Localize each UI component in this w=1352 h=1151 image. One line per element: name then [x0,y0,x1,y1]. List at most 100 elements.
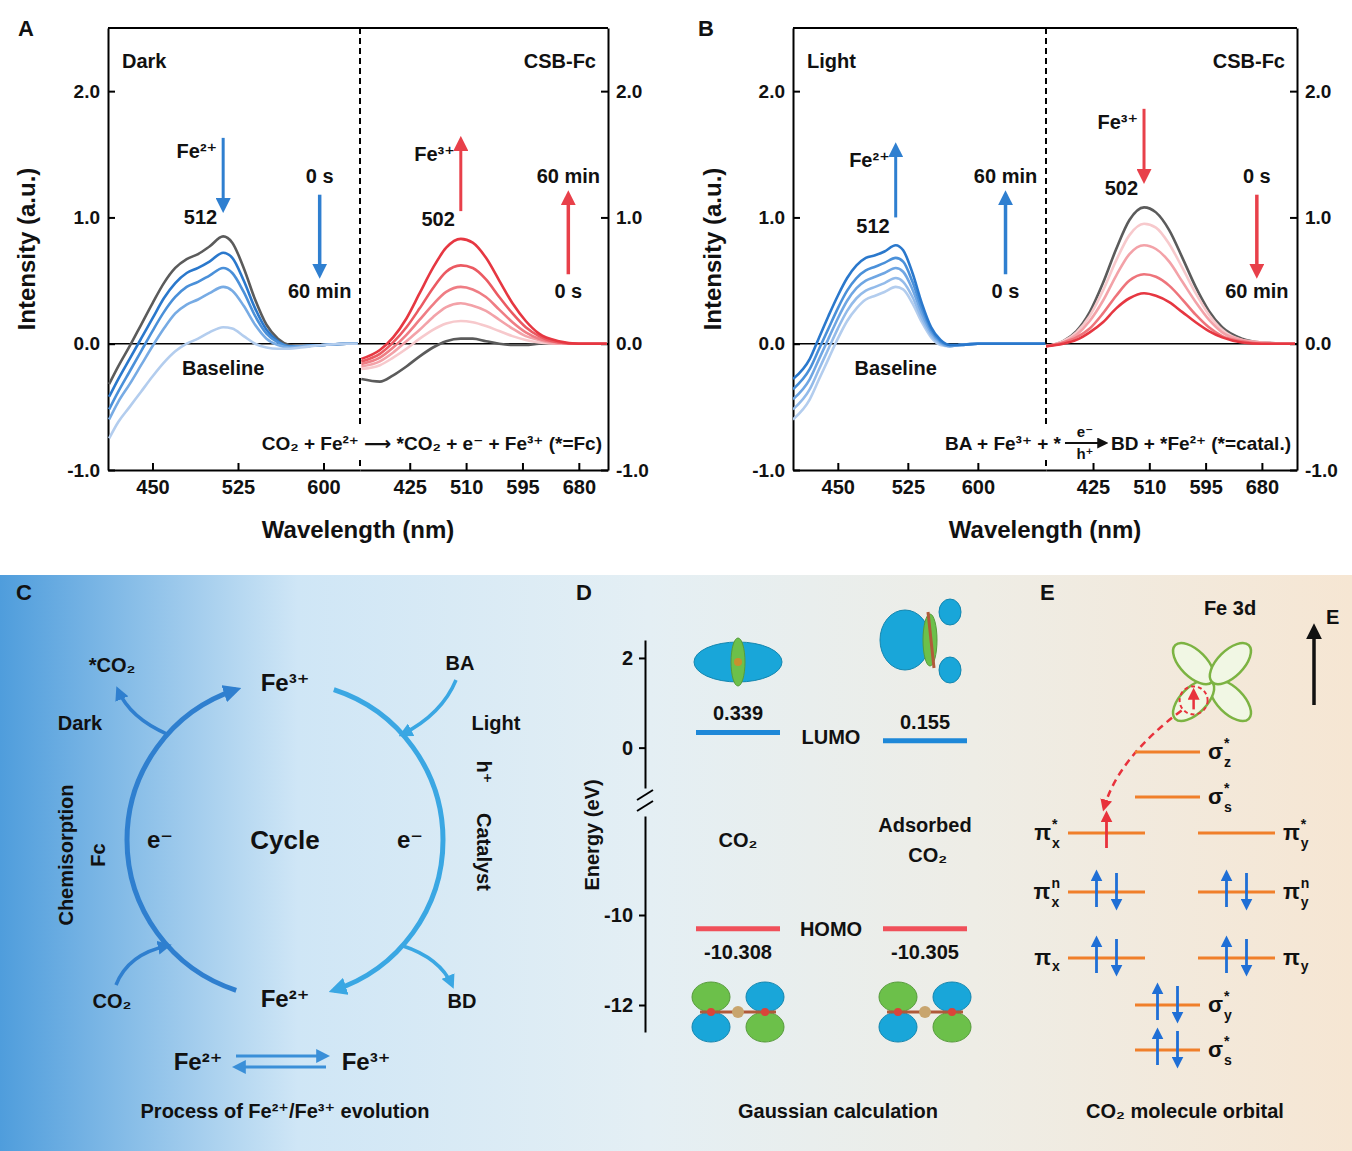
level-label: LUMO [802,726,861,748]
orbital-lobe [939,657,961,683]
trend-arrow [894,147,897,218]
electron-arrow [1095,939,1098,973]
time-arrow [1004,195,1008,275]
tick-mark [409,463,411,470]
tick-mark [578,463,580,470]
equation: BA + Fe³⁺ + * [945,433,1062,454]
axis: -1.00.01.02.0 [601,29,649,481]
electron-arrow [1105,814,1108,848]
electron-label: e⁻ [397,826,423,853]
tick-label: 600 [307,476,340,498]
spectrum-line [361,303,606,366]
tick: -10 [604,904,645,926]
tick-mark [1205,463,1207,470]
tick: -1.0 [67,460,115,481]
axis: -12-10 [604,817,645,1033]
spectrum-line [793,268,1045,399]
equilibrium-label: Fe³⁺ [342,1048,391,1075]
tick-mark [323,463,325,470]
tick-label: 525 [222,476,255,498]
tick: 2.0 [1290,81,1331,102]
caption: Gaussian calculation [738,1100,938,1122]
tick-mark [639,747,645,749]
tick: 600 [307,463,340,498]
time-label: 60 min [974,165,1037,187]
orbital-sup: * [1224,735,1230,751]
tick-label: 425 [394,476,427,498]
axis-title: Intensity (a.u.) [699,168,726,331]
tick-label: 425 [1077,476,1110,498]
process-label: Catalyst [473,813,495,891]
electron-arrow [1225,873,1228,907]
orbital-label: σ*s [1208,1033,1232,1068]
electron-arrow [1245,939,1248,973]
trend-arrow [222,138,225,209]
tick-label: 600 [962,476,995,498]
axis-line [794,470,1047,472]
species-label: BD [448,990,477,1012]
tick-mark [1290,470,1297,472]
tick: 0 [622,737,645,759]
time-arrow [1255,195,1259,275]
tick-mark [793,91,800,93]
tick-label: -1.0 [67,460,100,481]
tick-mark [601,91,608,93]
tick-label: 450 [136,476,169,498]
node-label: Fe³⁺ [261,669,310,696]
tick: -1.0 [752,460,800,481]
peak-label: 502 [1105,177,1138,199]
panel-letter: A [18,16,34,41]
peak-label: 502 [421,208,454,230]
tick: 2.0 [74,81,115,102]
orbital [880,599,961,683]
orbital-lobe [692,982,730,1012]
axis-line [1297,29,1299,471]
tick: 680 [563,463,596,498]
tick-mark [601,470,608,472]
axis-line [361,470,609,472]
orbital-symbol: π [1034,820,1051,845]
ion-label: Fe³⁺ [1097,111,1138,133]
tick-label: -10 [604,904,633,926]
equation: BD + *Fe²⁺ (*=catal.) [1111,433,1291,454]
tick-mark [108,217,115,219]
mo-level [1198,891,1275,894]
equation: h⁺ [1076,445,1093,462]
mo-level [1135,1004,1200,1007]
orbital-lobe [879,1012,917,1042]
spectrum-line [109,327,358,438]
tick: 510 [450,463,483,498]
orbital [694,638,782,686]
tick-mark [466,463,468,470]
orbital-sub: y [1301,835,1309,851]
molecule-label-line: CO₂ [903,844,947,866]
electron-arrow [1115,873,1118,907]
axis-line [109,470,361,472]
tick: 450 [136,463,169,498]
peak-label: 512 [184,206,217,228]
spectrum-line [109,287,358,420]
tick-label: -1.0 [616,460,649,481]
orbital-sup: * [1224,780,1230,796]
tick-label: 2 [622,647,633,669]
tick-mark [793,217,800,219]
tick-label: 1.0 [759,207,785,228]
energy-label: E [1326,606,1339,628]
tick: 510 [1133,463,1166,498]
atom [707,1008,715,1016]
tick-label: 0.0 [616,333,642,354]
lumo-level [696,730,780,735]
orbital [879,982,971,1042]
tick: 1.0 [759,207,800,228]
tick-label: 510 [450,476,483,498]
tick: 425 [394,463,427,498]
tick: 525 [222,463,255,498]
tick: 450 [822,463,855,498]
orbital-sub: x [1051,894,1059,910]
axis: -1.00.01.02.0 [67,29,115,481]
tick-label: 0.0 [759,333,785,354]
tick-label: 0 [622,737,633,759]
tick-label: -1.0 [752,460,785,481]
orbital-label: σ*y [1208,988,1232,1023]
orbital-symbol: σ [1208,1037,1223,1062]
